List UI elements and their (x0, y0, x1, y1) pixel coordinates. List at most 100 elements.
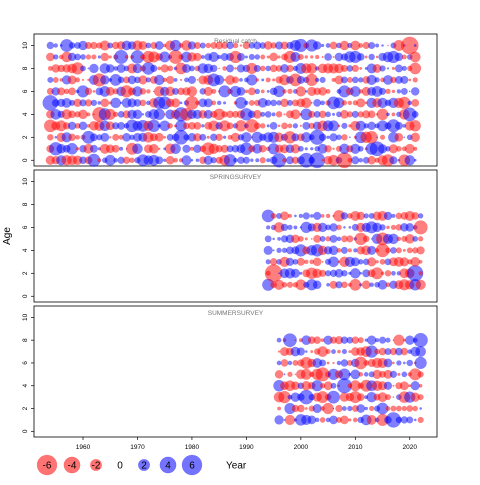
negative-residual-bubble (313, 336, 321, 344)
y-tick-label: 4 (22, 112, 29, 116)
negative-residual-bubble (379, 134, 386, 140)
positive-residual-bubble (366, 335, 377, 345)
positive-residual-bubble (145, 42, 152, 49)
negative-residual-bubble (280, 211, 289, 221)
negative-residual-bubble (68, 87, 77, 96)
negative-residual-bubble (408, 78, 412, 82)
positive-residual-bubble (276, 337, 282, 343)
positive-residual-bubble (90, 99, 98, 107)
positive-residual-bubble (367, 245, 377, 255)
positive-residual-bubble (341, 349, 347, 355)
negative-residual-bubble (318, 87, 327, 96)
positive-residual-bubble (80, 54, 86, 60)
positive-residual-bubble (348, 136, 351, 139)
positive-residual-bubble (326, 135, 330, 140)
positive-residual-bubble (222, 135, 227, 139)
positive-residual-bubble (199, 133, 207, 141)
positive-residual-bubble (330, 382, 337, 389)
positive-residual-bubble (359, 271, 363, 275)
negative-residual-bubble (364, 55, 368, 59)
positive-residual-bubble (106, 64, 115, 73)
legend-bubble (138, 459, 150, 471)
negative-residual-bubble (416, 246, 425, 255)
positive-residual-bubble (203, 98, 213, 108)
positive-residual-bubble (414, 356, 427, 370)
positive-residual-bubble (415, 346, 426, 357)
negative-residual-bubble (361, 280, 371, 290)
positive-residual-bubble (368, 53, 375, 61)
positive-residual-bubble (312, 403, 322, 414)
y-tick-label: 8 (22, 202, 29, 206)
positive-residual-bubble (253, 64, 261, 72)
y-tick-label: 2 (22, 271, 29, 275)
negative-residual-bubble (411, 98, 420, 107)
negative-residual-bubble (380, 271, 385, 276)
positive-residual-bubble (150, 64, 158, 73)
negative-residual-bubble (329, 41, 338, 50)
negative-residual-bubble (295, 86, 306, 97)
negative-residual-bubble (406, 247, 413, 254)
positive-residual-bubble (266, 225, 271, 230)
negative-residual-bubble (320, 214, 325, 218)
x-tick-label: 2010 (348, 444, 363, 451)
negative-residual-bubble (97, 158, 102, 163)
positive-residual-bubble (74, 53, 81, 61)
positive-residual-bubble (226, 41, 234, 50)
positive-residual-bubble (100, 75, 110, 85)
positive-residual-bubble (328, 256, 339, 268)
negative-residual-bubble (52, 76, 59, 83)
positive-residual-bubble (199, 42, 206, 49)
negative-residual-bubble (409, 51, 421, 63)
negative-residual-bubble (325, 348, 331, 355)
negative-residual-bubble (281, 281, 288, 288)
positive-residual-bubble (386, 67, 390, 70)
negative-residual-bubble (304, 55, 309, 59)
positive-residual-bubble (269, 121, 278, 130)
positive-residual-bubble (297, 145, 304, 152)
positive-residual-bubble (396, 89, 402, 94)
panel-frame (33, 305, 438, 438)
x-tick-label: 1970 (130, 444, 145, 451)
positive-residual-bubble (404, 155, 415, 166)
positive-residual-bubble (188, 65, 195, 72)
panel-frame (33, 33, 438, 167)
negative-residual-bubble (255, 78, 260, 82)
negative-residual-bubble (367, 110, 376, 119)
negative-residual-bubble (393, 334, 405, 346)
positive-residual-bubble (412, 235, 419, 242)
negative-residual-bubble (356, 98, 366, 108)
negative-residual-bubble (341, 100, 348, 106)
negative-residual-bubble (301, 97, 312, 109)
positive-residual-bubble (78, 121, 88, 131)
negative-residual-bubble (294, 373, 297, 376)
negative-residual-bubble (290, 109, 301, 120)
negative-residual-bubble (337, 124, 341, 128)
positive-residual-bubble (307, 415, 317, 425)
positive-residual-bubble (304, 147, 308, 151)
positive-residual-bubble (418, 213, 424, 219)
positive-residual-bubble (271, 112, 276, 117)
legend-bubble (181, 454, 203, 476)
positive-residual-bubble (312, 41, 322, 50)
negative-residual-bubble (85, 54, 92, 60)
negative-residual-bubble (369, 405, 375, 412)
positive-residual-bubble (309, 214, 314, 218)
positive-residual-bubble (331, 112, 336, 116)
y-tick-label: 2 (22, 406, 29, 410)
negative-residual-bubble (410, 132, 420, 143)
negative-residual-bubble (286, 281, 294, 288)
negative-residual-bubble (325, 88, 331, 94)
positive-residual-bubble (314, 417, 320, 423)
positive-residual-bubble (413, 418, 417, 422)
positive-residual-bubble (357, 145, 364, 152)
negative-residual-bubble (167, 123, 173, 129)
positive-residual-bubble (181, 155, 192, 166)
positive-residual-bubble (294, 214, 297, 218)
negative-residual-bubble (336, 224, 342, 231)
positive-residual-bubble (336, 134, 342, 141)
negative-residual-bubble (92, 90, 96, 93)
positive-residual-bubble (278, 272, 280, 275)
positive-residual-bubble (376, 136, 378, 139)
positive-residual-bubble (290, 268, 300, 278)
negative-residual-bubble (332, 147, 335, 150)
